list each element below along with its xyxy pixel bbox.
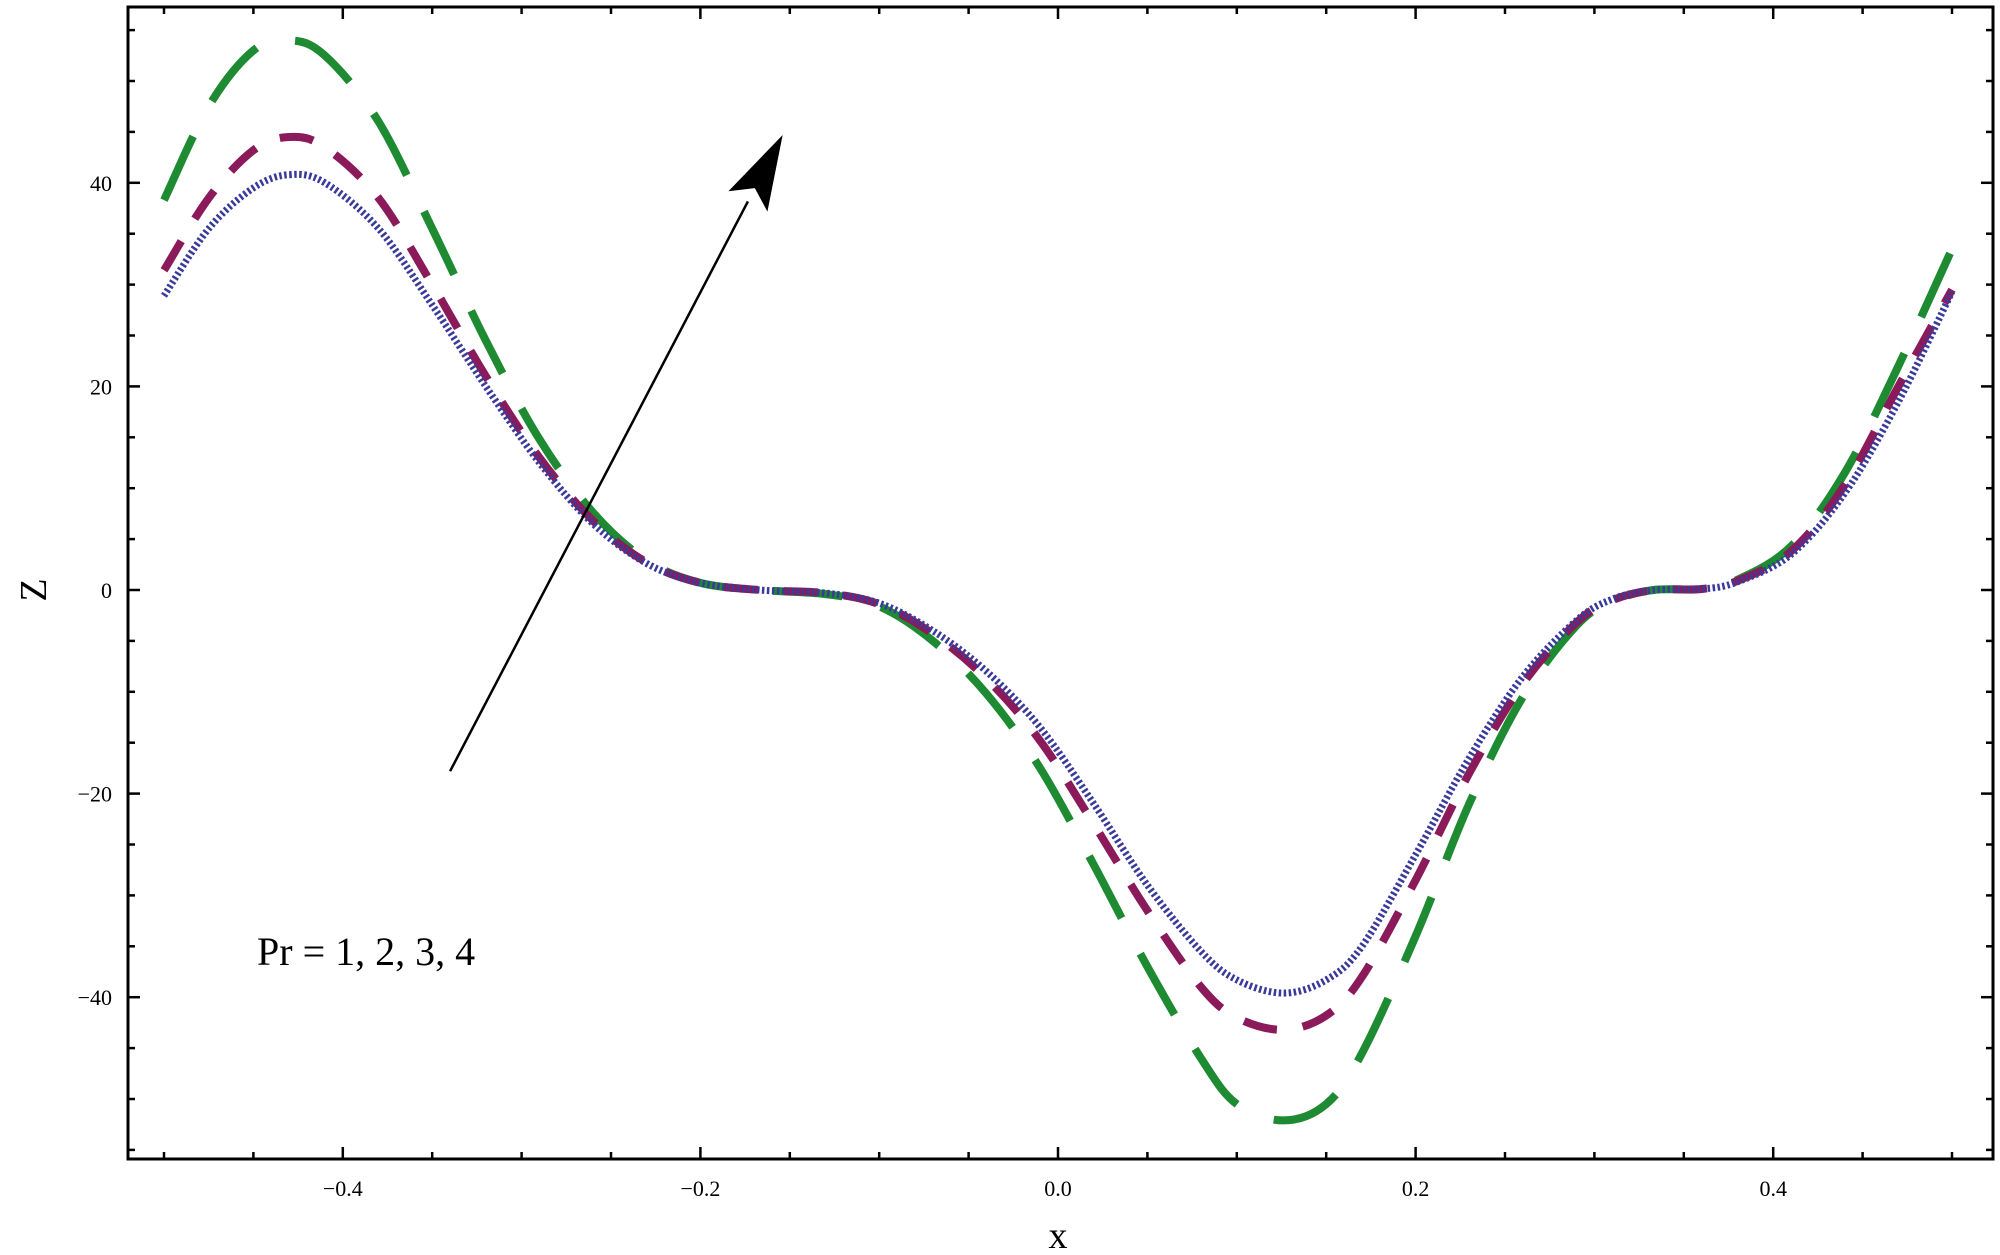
pr-annotation: Pr = 1, 2, 3, 4 [257, 929, 475, 974]
axis-tick-labels: −0.4 −0.2 0.0 0.2 0.4 −40 −20 0 20 40 [78, 171, 1787, 1201]
y-tick-label: 40 [90, 171, 112, 196]
x-axis-title: x [1049, 1215, 1068, 1255]
increase-arrow-icon [448, 134, 783, 772]
x-tick-label: −0.2 [680, 1176, 720, 1201]
y-tick-label: 0 [101, 578, 112, 603]
y-tick-label: −20 [78, 782, 112, 807]
x-tick-label: 0.2 [1402, 1176, 1430, 1201]
series-line [161, 170, 1956, 997]
y-tick-label: 20 [90, 374, 112, 399]
y-tick-label: −40 [78, 985, 112, 1010]
x-tick-label: 0.4 [1759, 1176, 1787, 1201]
plot-curves [160, 35, 1956, 1125]
series-line [160, 132, 1956, 1034]
x-tick-label: 0.0 [1044, 1176, 1072, 1201]
axis-ticks [128, 7, 1993, 1159]
x-tick-label: −0.4 [323, 1176, 363, 1201]
y-axis-title: Z [13, 578, 55, 601]
plot-frame [126, 5, 1995, 1161]
